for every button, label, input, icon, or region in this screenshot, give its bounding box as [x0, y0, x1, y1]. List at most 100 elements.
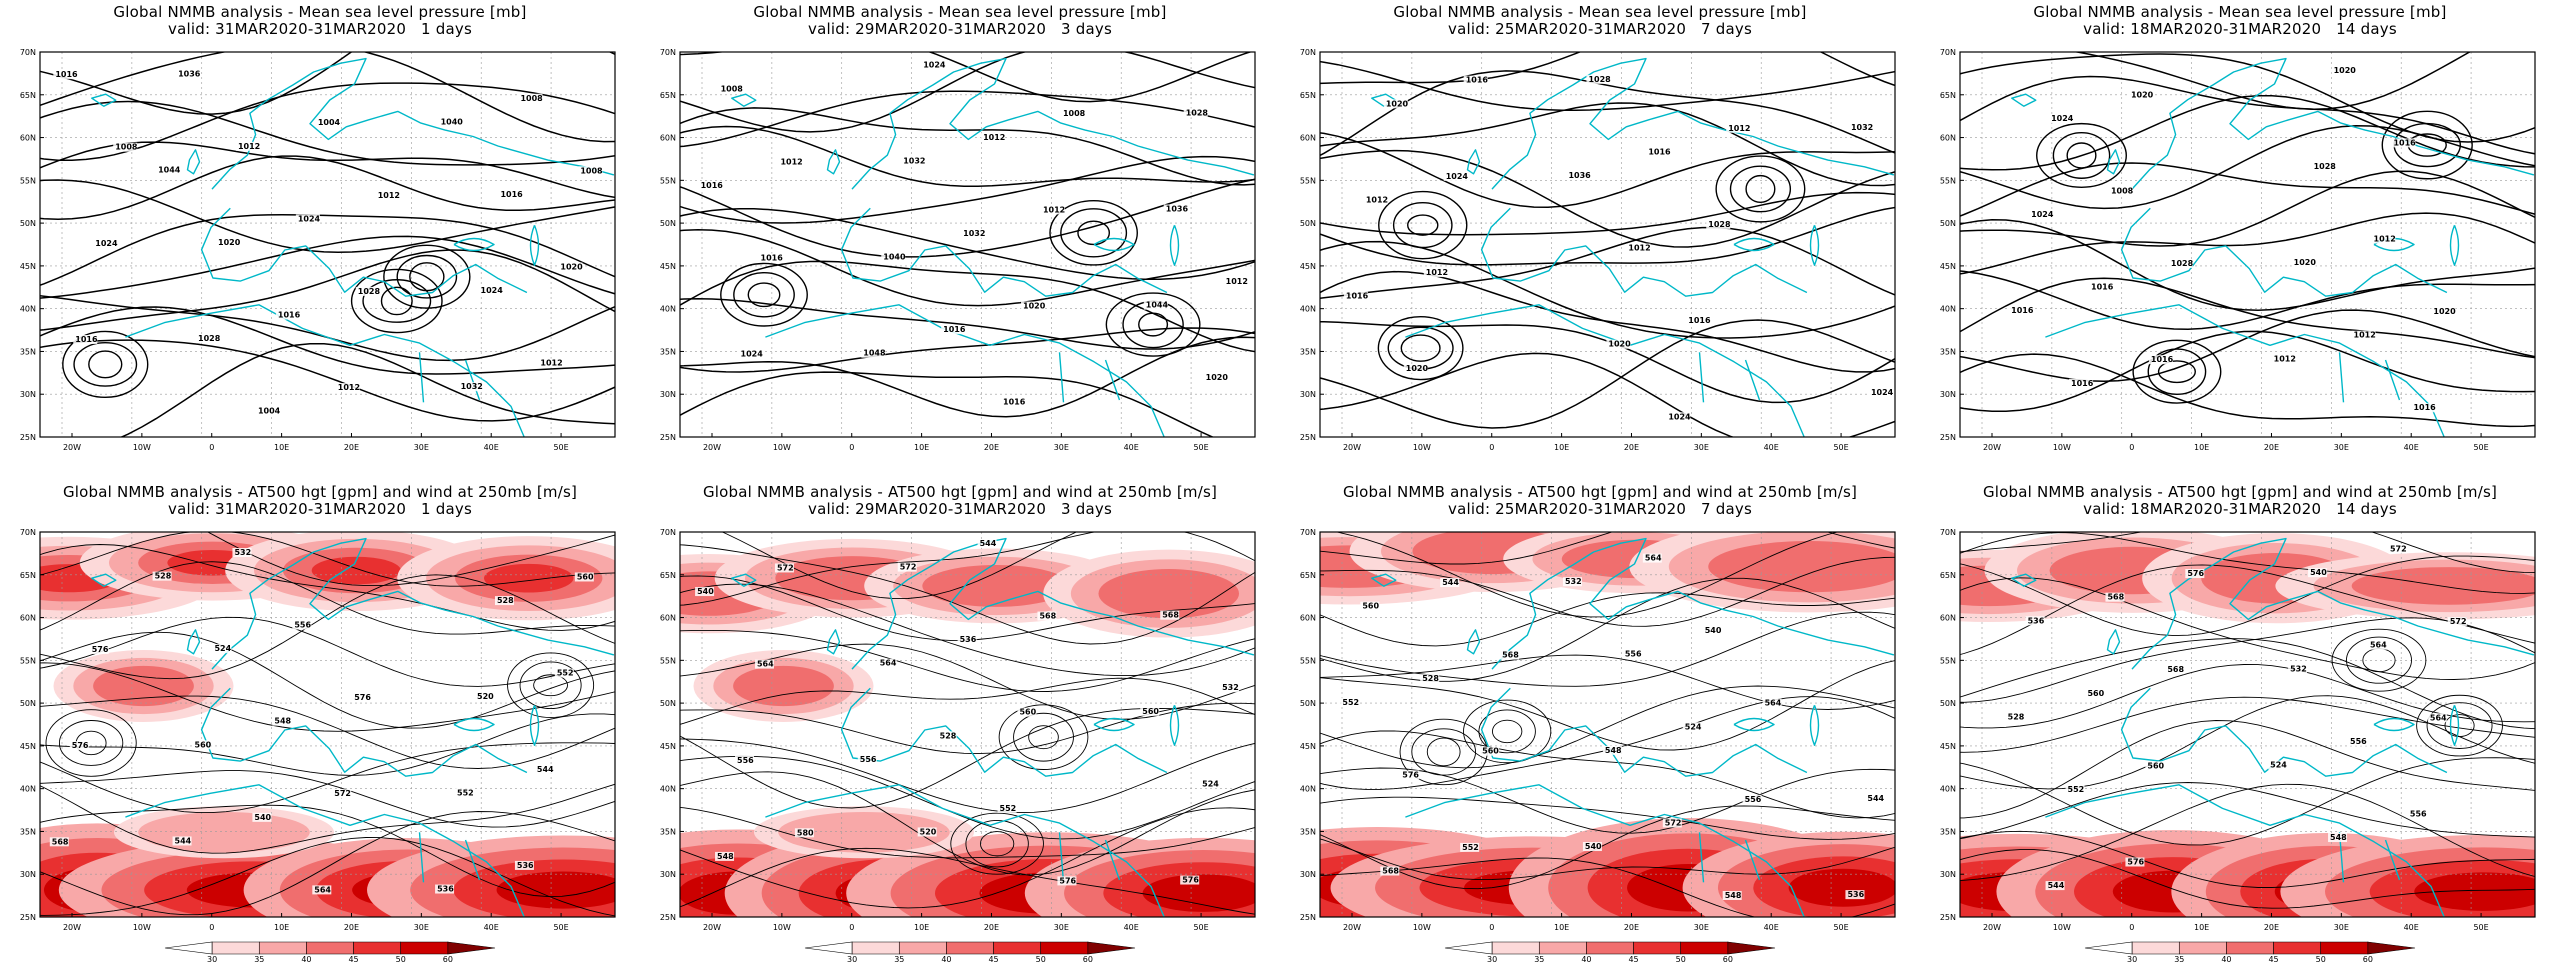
contour-label: 576 — [1402, 770, 1419, 779]
lon-tick-label: 20E — [1624, 443, 1639, 452]
contour-label: 560 — [1019, 708, 1036, 717]
contour-label-bg — [89, 645, 109, 655]
contour-label: 532 — [1565, 577, 1582, 586]
contour-label: 1016 — [1688, 316, 1711, 325]
lat-tick-label: 35N — [20, 347, 36, 356]
panel-title: Global NMMB analysis - AT500 hgt [gpm] a… — [702, 483, 1218, 501]
contour-label-bg — [877, 658, 897, 668]
colorbar-swatch — [306, 941, 354, 955]
contour-label: 1024 — [923, 60, 946, 69]
colorbar-swatch — [258, 941, 307, 955]
contour-label: 1016 — [2091, 283, 2114, 292]
contour-label-bg — [458, 382, 483, 392]
wind-colorbar: 30 35 40 45 50 60 — [804, 941, 1136, 964]
contour-label-bg — [1606, 339, 1631, 349]
lon-tick-label: 10E — [2194, 923, 2209, 932]
contour-label-bg — [2447, 617, 2467, 627]
contour-label-bg — [917, 827, 937, 837]
colorbar-swatch — [1491, 941, 1540, 955]
contour-label-bg — [1726, 123, 1751, 133]
contour-label-bg — [1223, 277, 1248, 287]
lon-tick-label: 10W — [773, 443, 791, 452]
lat-tick-label: 60N — [1300, 134, 1316, 143]
isobar-contour — [40, 52, 615, 143]
isobar-contour — [1320, 191, 1895, 236]
contour-label-bg — [1582, 842, 1602, 852]
lat-tick-label: 45N — [1940, 262, 1956, 271]
colorbar-swatch — [993, 941, 1042, 955]
contour-label: 1016 — [2413, 403, 2436, 412]
wind-shade — [922, 564, 1071, 607]
contour-label-bg — [1143, 300, 1168, 310]
lat-tick-label: 55N — [1300, 656, 1316, 665]
panel-valid-range: valid: 25MAR2020-31MAR2020 7 days — [1448, 20, 1752, 38]
lat-tick-label: 70N — [20, 48, 36, 57]
contour-label-bg — [1163, 204, 1188, 214]
lon-tick-label: 20W — [1983, 923, 2001, 932]
map-frame — [679, 531, 1256, 918]
isobar-contour — [206, 532, 615, 587]
contour-label: 1020 — [2433, 307, 2456, 316]
isobar-contour — [680, 336, 1255, 418]
isobar-contour — [1960, 638, 2535, 730]
contour-label-bg — [2009, 306, 2034, 316]
contour-label-bg — [196, 334, 221, 344]
lat-tick-label: 40N — [660, 305, 676, 314]
isobar-contour — [680, 125, 1255, 187]
closed-contour — [533, 674, 568, 697]
closed-contour — [519, 661, 582, 710]
contour-label: 1024 — [1871, 388, 1894, 397]
contour-label: 1020 — [2131, 90, 2154, 99]
contour-label: 572 — [1665, 818, 1682, 827]
lat-tick-label: 55N — [1940, 656, 1956, 665]
contour-label: 1036 — [1568, 171, 1591, 180]
contour-label: 520 — [477, 692, 494, 701]
contour-label: 1032 — [903, 156, 925, 165]
isobar-contour — [40, 544, 615, 631]
lat-tick-label: 60N — [660, 614, 676, 623]
contour-label: 576 — [1182, 876, 1199, 885]
contour-label-bg — [212, 644, 232, 654]
contour-label-bg — [1602, 745, 1622, 755]
contour-label-bg — [156, 165, 181, 175]
contour-label-bg — [2328, 833, 2348, 843]
lon-tick-label: 50E — [1833, 443, 1848, 452]
contour-label: 560 — [577, 572, 594, 581]
contour-label-bg — [578, 166, 603, 176]
closed-contour — [998, 704, 1089, 770]
lat-tick-label: 25N — [1300, 913, 1316, 922]
contour-label: 544 — [1442, 578, 1459, 587]
contour-label: 572 — [777, 563, 794, 572]
contour-label-bg — [514, 860, 534, 870]
closed-contour — [396, 254, 458, 299]
contour-label: 1012 — [2374, 235, 2396, 244]
lat-tick-label: 40N — [660, 785, 676, 794]
contour-label-bg — [1420, 674, 1440, 684]
contour-label: 576 — [92, 645, 109, 654]
isobar-contour — [1320, 321, 1895, 404]
isobar-contour — [680, 771, 1255, 876]
colorbar-swatch — [1633, 941, 1682, 955]
contour-label-bg — [558, 262, 583, 272]
isobar-contour — [1960, 783, 2535, 881]
contour-label: 1004 — [318, 118, 341, 127]
closed-contour — [1392, 202, 1453, 249]
contour-label-bg — [2165, 665, 2185, 675]
lat-tick-label: 25N — [20, 433, 36, 442]
contour-label: 552 — [1342, 698, 1359, 707]
contour-label-bg — [2367, 640, 2387, 650]
isobar-contour — [680, 52, 1253, 103]
panel-valid-range: valid: 29MAR2020-31MAR2020 3 days — [808, 20, 1112, 38]
wind-shade — [93, 665, 194, 707]
lat-tick-label: 55N — [660, 176, 676, 185]
map-canvas: 556 560 564 568 572 576 520 524 528 532 536 540 544 5… — [660, 528, 1256, 932]
closed-contour — [1407, 214, 1439, 236]
isobar-contour — [1960, 849, 2535, 909]
contour-label-bg — [2431, 307, 2456, 317]
contour-label: 1012 — [338, 383, 360, 392]
contour-label-bg — [774, 563, 794, 573]
contour-label-bg — [941, 325, 966, 335]
lat-tick-label: 55N — [1940, 176, 1956, 185]
lat-tick-label: 50N — [660, 699, 676, 708]
contour-label: 548 — [274, 717, 291, 726]
